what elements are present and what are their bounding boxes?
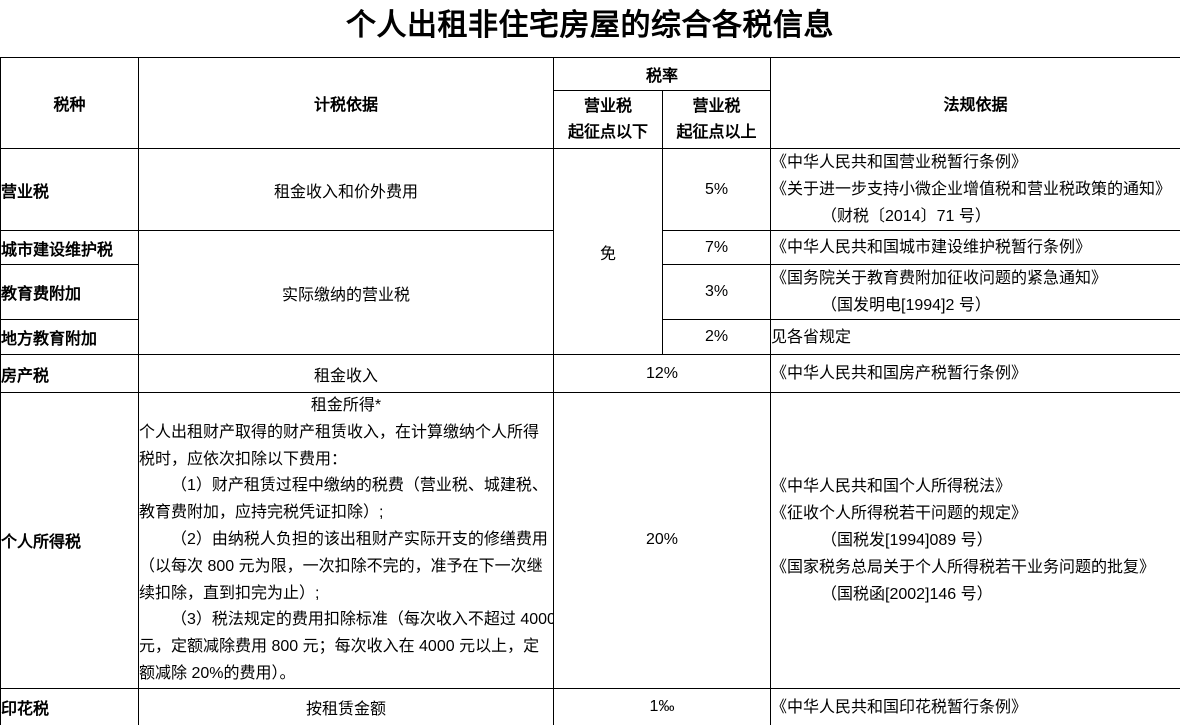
column-header-tax-type: 税种: [0, 57, 139, 149]
column-header-above-threshold: 营业税 起征点以上: [661, 90, 772, 149]
legal-basis-cell: 《中华人民共和国城市建设维护税暂行条例》: [770, 230, 1180, 265]
legal-line: 《国家税务总局关于个人所得税若干业务问题的批复》: [771, 558, 1156, 576]
table-row-stamp-tax: 印花税 按租赁金额 1‰ 《中华人民共和国印花税暂行条例》: [0, 687, 1180, 725]
column-header-below-threshold: 营业税 起征点以下: [553, 90, 663, 149]
rate-cell: 1‰: [552, 687, 772, 725]
tax-name-cell: 房产税: [0, 354, 139, 393]
basis-line: 续扣除，直到扣完为止）;: [139, 584, 320, 602]
basis-line: 个人出租财产取得的财产租赁收入，在计算缴纳个人所得: [139, 423, 540, 441]
basis-line: 额减除 20%的费用）。: [139, 664, 296, 682]
column-header-tax-rate: 税率: [552, 57, 772, 91]
column-header-tax-basis: 计税依据: [138, 57, 554, 149]
page-title: 个人出租非住宅房屋的综合各税信息: [346, 9, 834, 42]
legal-basis-cell: 《中华人民共和国个人所得税法》 《征收个人所得税若干问题的规定》 （国税发[19…: [770, 392, 1180, 689]
legal-line: 《国务院关于教育费附加征收问题的紧急通知》: [771, 270, 1108, 287]
tax-name-cell: 地方教育附加: [0, 319, 139, 355]
legal-line: 见各省规定: [771, 328, 852, 346]
column-header-legal-basis: 法规依据: [770, 57, 1180, 149]
tax-basis-cell: 按租赁金额: [138, 687, 554, 725]
tax-name-cell: 营业税: [0, 148, 139, 231]
basis-line: （3）税法规定的费用扣除标准（每次收入不超过 4000: [171, 611, 554, 629]
basis-line: 租金所得*: [310, 397, 382, 414]
legal-line: 《征收个人所得税若干问题的规定》: [771, 504, 1028, 522]
legal-basis-cell: 见各省规定: [770, 319, 1180, 355]
rate-cell: 12%: [552, 354, 772, 393]
tax-basis-cell: 实际缴纳的营业税: [138, 230, 554, 355]
rate-cell: 20%: [552, 392, 772, 689]
table-row-education-surcharge: 教育费附加 3% 《国务院关于教育费附加征收问题的紧急通知》 （国发明电[199…: [0, 264, 1180, 320]
tax-basis-cell: 租金所得* 个人出租财产取得的财产租赁收入，在计算缴纳个人所得 税时，应依次扣除…: [138, 392, 554, 689]
table-row-property-tax: 房产税 租金收入 12% 《中华人民共和国房产税暂行条例》: [0, 354, 1180, 393]
tax-name-cell: 城市建设维护税: [0, 230, 139, 265]
legal-basis-cell: 《中华人民共和国印花税暂行条例》: [770, 687, 1180, 725]
table-row-personal-income-tax: 个人所得税 租金所得* 个人出租财产取得的财产租赁收入，在计算缴纳个人所得 税时…: [0, 392, 1180, 689]
below-threshold-line2: 起征点以下: [567, 123, 648, 141]
table-row-local-education-surcharge: 地方教育附加 2% 见各省规定: [0, 319, 1180, 355]
tax-info-table: 税种 计税依据 税率 法规依据 营业税 起征点以下 营业税 起征点以上 营业税 …: [0, 57, 1180, 725]
header-row-1: 税种 计税依据 税率 法规依据: [0, 57, 1180, 149]
rate-cell: 2%: [661, 319, 772, 355]
legal-line: 《关于进一步支持小微企业增值税和营业税政策的通知》: [771, 181, 1172, 198]
basis-line: 教育费附加，应持完税凭证扣除）;: [139, 504, 384, 522]
tax-name-cell: 印花税: [0, 687, 139, 725]
table-row-urban-construction-tax: 城市建设维护税 实际缴纳的营业税 7% 《中华人民共和国城市建设维护税暂行条例》: [0, 230, 1180, 355]
below-threshold-line1: 营业税: [583, 97, 632, 115]
tax-basis-cell: 租金收入和价外费用: [138, 148, 554, 231]
basis-line: 税时，应依次扣除以下费用：: [139, 450, 348, 468]
legal-line: （国税函[2002]146 号）: [821, 585, 993, 603]
tax-basis-cell: 租金收入: [138, 354, 554, 393]
tax-name-cell: 教育费附加: [0, 264, 139, 320]
legal-line: （国税发[1994]089 号）: [821, 531, 993, 549]
legal-line: 《中华人民共和国印花税暂行条例》: [771, 698, 1028, 716]
header-row-2: 营业税 起征点以下 营业税 起征点以上: [1, 90, 1180, 149]
basis-line: （1）财产租赁过程中缴纳的税费（营业税、城建税、: [171, 477, 548, 495]
legal-basis-cell: 《中华人民共和国营业税暂行条例》 《关于进一步支持小微企业增值税和营业税政策的通…: [770, 148, 1180, 231]
rate-cell: 7%: [661, 230, 772, 265]
legal-basis-cell: 《中华人民共和国房产税暂行条例》: [770, 354, 1180, 393]
exempt-cell: 免: [553, 148, 663, 355]
legal-basis-cell: 《国务院关于教育费附加征收问题的紧急通知》 （国发明电[1994]2 号）: [770, 264, 1180, 320]
basis-line: （以每次 800 元为限，一次扣除不完的，准予在下一次继: [139, 557, 543, 575]
legal-line: 《中华人民共和国个人所得税法》: [771, 477, 1012, 495]
legal-line: 《中华人民共和国营业税暂行条例》: [771, 154, 1028, 171]
legal-line: （财税〔2014〕71 号）: [821, 208, 991, 225]
legal-line: 《中华人民共和国房产税暂行条例》: [771, 365, 1028, 382]
legal-line: 《中华人民共和国城市建设维护税暂行条例》: [771, 239, 1092, 256]
rate-cell: 5%: [661, 148, 772, 231]
tax-name-cell: 个人所得税: [0, 392, 139, 689]
table-row-business-tax: 营业税 租金收入和价外费用 免 5% 《中华人民共和国营业税暂行条例》 《关于进…: [0, 148, 1180, 355]
above-threshold-line1: 营业税: [692, 97, 741, 115]
above-threshold-line2: 起征点以上: [676, 123, 757, 141]
legal-line: （国发明电[1994]2 号）: [821, 297, 991, 314]
basis-line: 元，定额减除费用 800 元；每次收入在 4000 元以上，定: [139, 638, 540, 656]
basis-line: （2）由纳税人负担的该出租财产实际开支的修缮费用: [171, 530, 548, 548]
rate-cell: 3%: [661, 264, 772, 320]
